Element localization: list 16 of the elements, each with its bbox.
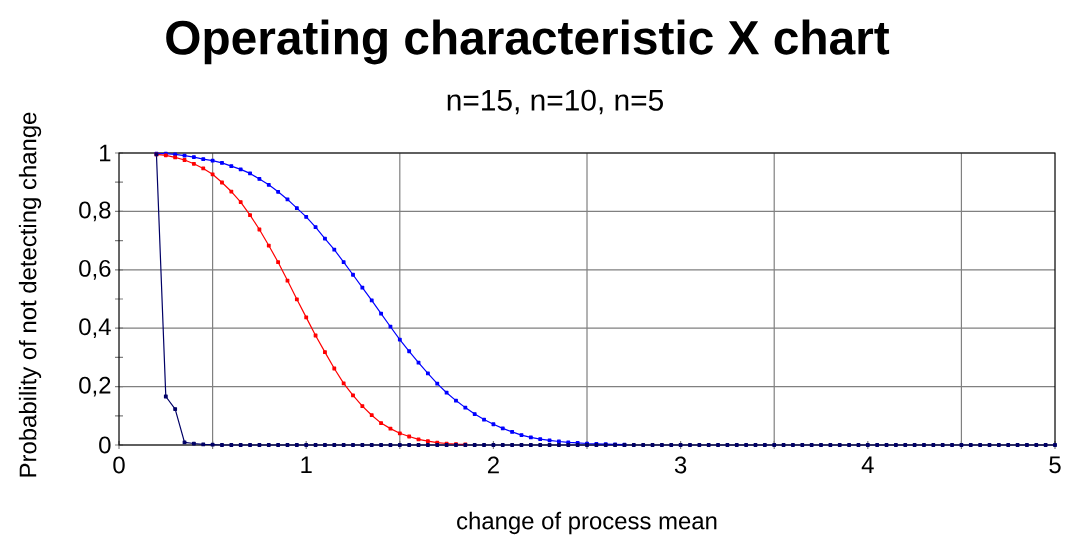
y-tick-label: 0,8: [79, 201, 111, 222]
x-tick-label: 3: [674, 456, 687, 474]
y-tick-label: 1: [100, 144, 111, 162]
chart-title: Operating characteristic X chart: [166, 19, 890, 65]
x-tick-label: 4: [861, 456, 874, 473]
x-tick-label: 0: [113, 456, 125, 474]
x-tick-label: 5: [1049, 456, 1061, 474]
y-tick-label: 0,4: [79, 318, 111, 339]
x-tick-label: 1: [301, 456, 312, 473]
y-tick-label: 0,2: [79, 376, 111, 397]
y-tick-label: 0: [99, 436, 111, 454]
chart-subtitle: n=15, n=10, n=5: [447, 89, 663, 115]
y-axis-title: Probability of not detecting change: [18, 112, 42, 477]
x-tick-label: 2: [487, 456, 499, 474]
y-tick-label: 0,6: [79, 259, 111, 280]
x-axis-title: change of process mean: [457, 511, 717, 535]
